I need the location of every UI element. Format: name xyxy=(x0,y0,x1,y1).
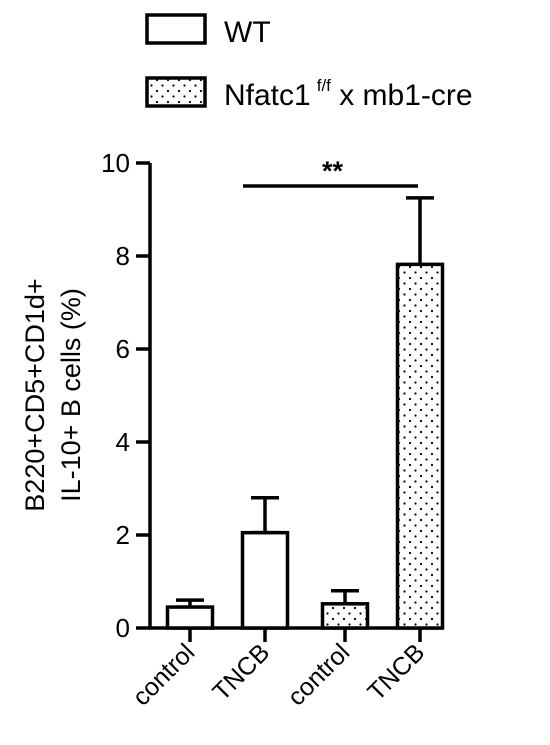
legend-label-nfatc1-suffix: x mb1-cre xyxy=(331,79,473,112)
y-tick-label-3: 6 xyxy=(116,334,130,364)
x-category-label-1: TNCB xyxy=(207,638,275,706)
bar-1 xyxy=(240,530,290,630)
legend-label-nfatc1: Nfatc1 f/f x mb1-cre xyxy=(224,76,473,112)
y-tick-label-5: 10 xyxy=(101,148,130,178)
y-tick-label-1: 2 xyxy=(116,520,130,550)
legend-label-nfatc1-name: Nfatc1 xyxy=(224,79,311,112)
bar-0 xyxy=(165,605,215,630)
x-category-label-0: control xyxy=(127,638,200,711)
x-category-label-2: control xyxy=(282,638,355,711)
y-tick-label-4: 8 xyxy=(116,241,130,271)
x-category-label-3: TNCB xyxy=(362,638,430,706)
y-tick-label-0: 0 xyxy=(116,613,130,643)
legend-label-nfatc1-superscript: f/f xyxy=(317,76,331,95)
bar-3 xyxy=(395,262,445,630)
legend-swatch-nfatc1 xyxy=(145,76,207,108)
significance-label: ** xyxy=(322,156,344,186)
legend-swatch-wt xyxy=(145,13,207,45)
bar-2 xyxy=(320,602,370,630)
legend: WT Nfatc1 f/f x mb1-cre xyxy=(145,13,473,112)
y-tick-label-2: 4 xyxy=(116,427,130,457)
y-axis-label-line1: B220+CD5+CD1d+ xyxy=(20,278,50,511)
legend-label-wt: WT xyxy=(224,16,271,49)
y-axis-label-line2: IL-10+ B cells (%) xyxy=(56,288,86,502)
